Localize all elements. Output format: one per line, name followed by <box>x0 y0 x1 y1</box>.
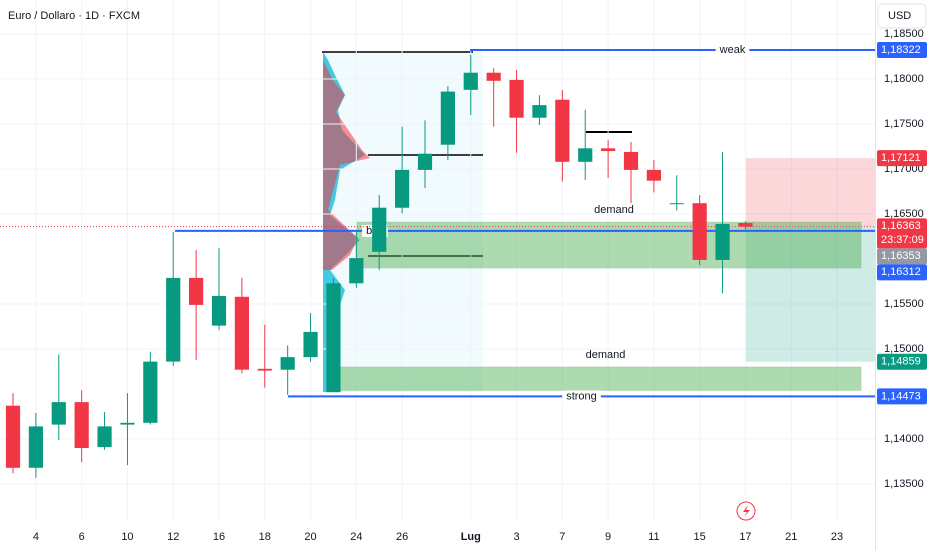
countdown: 23:37:09 <box>881 234 924 246</box>
stop-zone <box>746 158 875 227</box>
candle-body <box>463 72 478 90</box>
zone-label: demand <box>586 349 626 361</box>
x-tick-label: 9 <box>605 531 611 543</box>
candle-body <box>646 169 661 181</box>
y-tick-label: 1,15000 <box>884 343 924 355</box>
candle-body <box>372 207 387 252</box>
price-label: 1,16312 <box>881 266 921 278</box>
price-label-bg <box>877 218 927 249</box>
y-tick-label: 1,18500 <box>884 28 924 40</box>
level-label: strong <box>566 390 597 402</box>
candle-body <box>555 99 570 162</box>
x-tick-label: 17 <box>739 531 751 543</box>
candle-body <box>234 296 249 370</box>
price-label: 1,16353 <box>881 250 921 262</box>
x-tick-label: 21 <box>785 531 797 543</box>
price-label-bg <box>877 248 927 265</box>
candle-body <box>509 79 524 118</box>
x-tick-label: 4 <box>33 531 39 543</box>
event-icon[interactable] <box>736 501 756 521</box>
x-tick-label: 6 <box>79 531 85 543</box>
x-tick-label: 16 <box>213 531 225 543</box>
x-tick-label: Lug <box>461 531 481 543</box>
volume-profile-hot <box>323 60 370 270</box>
demand-zone <box>339 366 862 391</box>
price-label-bg <box>877 150 927 167</box>
price-label-bg <box>877 388 927 405</box>
candle-body <box>669 203 684 205</box>
candle-body <box>120 422 135 425</box>
volume-profile-area <box>323 52 483 392</box>
candle-body <box>28 426 43 468</box>
candle-body <box>143 361 158 423</box>
candle-body <box>715 223 730 260</box>
target-zone <box>746 226 875 362</box>
x-tick-label: 26 <box>396 531 408 543</box>
candle-body <box>97 426 112 448</box>
price-label: 1,16363 <box>881 220 921 232</box>
x-tick-label: 24 <box>350 531 362 543</box>
currency: USD <box>888 10 911 22</box>
candle-body <box>532 105 547 118</box>
demand-zone <box>356 221 862 269</box>
x-tick-label: 11 <box>648 531 659 543</box>
candle-body <box>395 169 410 208</box>
candle-body <box>623 151 639 170</box>
x-tick-label: 12 <box>167 531 179 543</box>
candle-body <box>692 203 707 260</box>
y-tick-label: 1,15500 <box>884 298 924 310</box>
x-tick-label: 10 <box>121 531 133 543</box>
y-tick-label: 1,18000 <box>884 73 924 85</box>
price-label: 1,18322 <box>881 44 921 56</box>
y-tick-label: 1,14000 <box>884 433 924 445</box>
level-label-bg <box>562 390 601 403</box>
candle-body <box>51 402 66 425</box>
candle-body <box>738 223 753 227</box>
x-tick-label: 20 <box>304 531 316 543</box>
candle-body <box>211 295 227 326</box>
y-tick-label: 1,16500 <box>884 208 924 220</box>
zone-label: demand <box>594 204 634 216</box>
chart-title: Euro / Dollaro · 1D · FXCM <box>8 10 140 22</box>
candle-body <box>280 357 295 370</box>
x-tick-label: 18 <box>259 531 271 543</box>
candle-body <box>326 283 341 393</box>
candle-body <box>303 331 318 358</box>
x-tick-label: 7 <box>559 531 565 543</box>
drawings <box>0 0 875 520</box>
event-bolt <box>743 505 750 517</box>
price-label-bg <box>877 264 927 281</box>
y-tick-label: 1,13500 <box>884 478 924 490</box>
candle-body <box>166 277 181 362</box>
level-label: weak <box>719 44 746 56</box>
price-label-bg <box>877 353 927 370</box>
currency-button[interactable] <box>877 3 927 29</box>
x-tick-label: 23 <box>831 531 843 543</box>
level-label-bg <box>715 44 750 57</box>
candle-body <box>189 277 204 305</box>
candle-body <box>440 91 455 145</box>
x-tick-label: 3 <box>513 531 519 543</box>
candle-body <box>601 148 616 152</box>
x-tick-label: 15 <box>694 531 706 543</box>
candle-body <box>74 402 89 449</box>
candle-body <box>257 368 272 371</box>
candle-body <box>5 405 21 468</box>
price-label: 1,14473 <box>881 390 921 402</box>
price-label-bg <box>877 42 927 59</box>
price-label: 1,17121 <box>881 152 921 164</box>
candle-body <box>486 72 501 81</box>
candle-body <box>578 148 593 162</box>
candle-body <box>417 153 433 170</box>
price-label: 1,14859 <box>881 356 921 368</box>
y-tick-label: 1,17500 <box>884 118 924 130</box>
candle-body <box>349 258 364 284</box>
